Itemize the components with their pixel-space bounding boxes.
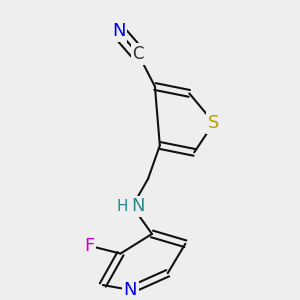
Text: N: N — [112, 22, 125, 40]
Text: H: H — [117, 199, 128, 214]
Text: S: S — [208, 114, 220, 132]
Text: F: F — [84, 237, 94, 255]
Text: C: C — [133, 45, 144, 63]
Text: N: N — [131, 197, 145, 215]
Text: N: N — [124, 281, 137, 299]
